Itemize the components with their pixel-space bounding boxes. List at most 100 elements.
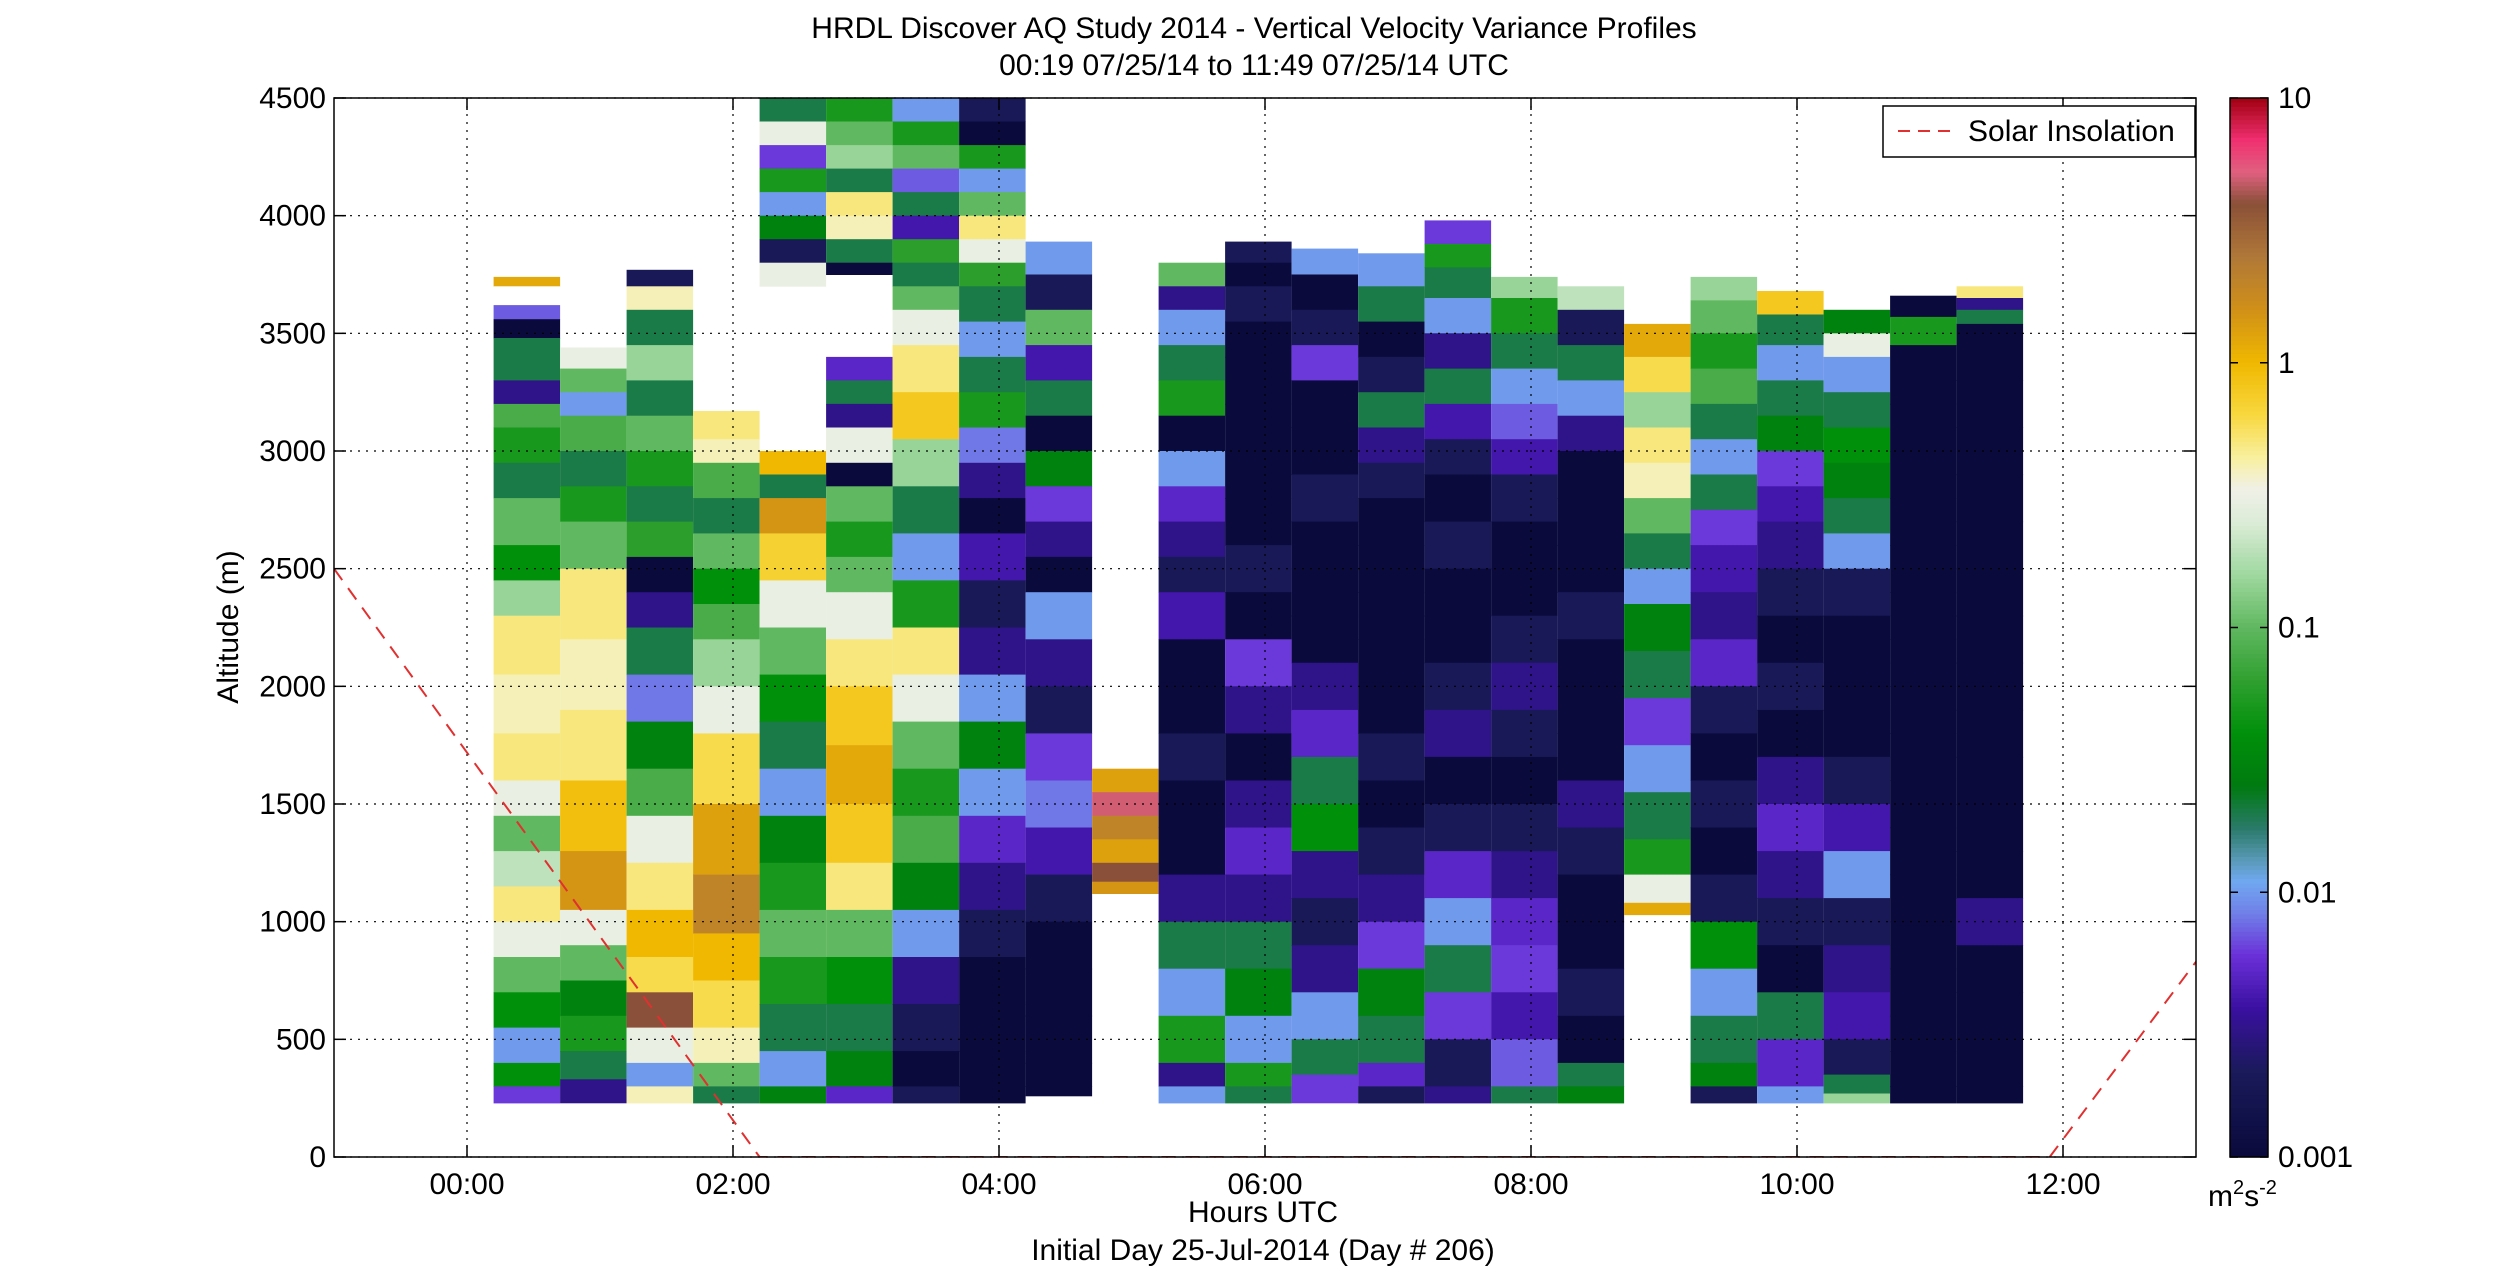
y-tick-label: 1500 [259, 788, 326, 821]
colorbar-segment [2230, 1051, 2268, 1057]
colorbar-segment [2230, 406, 2268, 412]
heatmap-cell [759, 627, 827, 676]
heatmap-cell [1491, 368, 1558, 405]
heatmap-cell [892, 239, 960, 264]
heatmap-cell [1025, 592, 1093, 640]
heatmap-cell [759, 580, 827, 628]
heatmap-cell [1358, 321, 1425, 358]
colorbar-segment [2230, 887, 2268, 893]
heatmap-cell [1956, 568, 2024, 617]
heatmap-cell [693, 639, 760, 687]
colorbar-segment [2230, 1059, 2268, 1065]
heatmap-cell [1424, 439, 1492, 475]
legend-label-solar-insolation: Solar Insolation [1968, 115, 2175, 148]
colorbar-segment [2230, 243, 2268, 249]
colorbar-segment [2230, 477, 2268, 483]
heatmap-cell [1823, 804, 1891, 852]
heatmap-cell [892, 1051, 960, 1087]
heatmap-cell [1025, 345, 1093, 381]
colorbar-segment [2230, 1073, 2268, 1079]
heatmap-cell [826, 1086, 893, 1104]
colorbar-segment [2230, 274, 2268, 280]
colorbar-segment [2230, 781, 2268, 787]
colorbar-segment [2230, 680, 2268, 686]
heatmap-cell [1690, 733, 1758, 781]
colorbar-segment [2230, 962, 2268, 968]
y-tick-label: 500 [276, 1023, 326, 1056]
colorbar-segment [2230, 971, 2268, 977]
colorbar-segment [2230, 340, 2268, 346]
heatmap-cell [1491, 615, 1558, 664]
heatmap-cell [1956, 521, 2024, 570]
colorbar-segment [2230, 1126, 2268, 1132]
heatmap-cell [1225, 874, 1292, 923]
heatmap-cell [1557, 451, 1625, 499]
heatmap-cell [1225, 262, 1292, 287]
colorbar-segment [2230, 495, 2268, 501]
heatmap-cell [560, 639, 627, 711]
colorbar-segment [2230, 790, 2268, 796]
colorbar-segment [2230, 424, 2268, 430]
colorbar-segment [2230, 292, 2268, 298]
colorbar-segment [2230, 314, 2268, 320]
colorbar-segment [2230, 870, 2268, 876]
heatmap-cell [1291, 345, 1359, 381]
colorbar-tick-label: 1 [2278, 347, 2295, 380]
colorbar-segment [2230, 168, 2268, 174]
colorbar-segment [2230, 1015, 2268, 1021]
heatmap-cell [959, 957, 1026, 1005]
colorbar-segment [2230, 534, 2268, 540]
heatmap-cell [1358, 427, 1425, 464]
heatmap-cell [1823, 1074, 1891, 1094]
colorbar-segment [2230, 715, 2268, 721]
colorbar-segment [2230, 901, 2268, 907]
colorbar-segment [2230, 1143, 2268, 1149]
colorbar-segment [2230, 128, 2268, 134]
heatmap-cell [493, 733, 561, 781]
heatmap-cell [826, 427, 893, 464]
colorbar-segment [2230, 548, 2268, 554]
heatmap-cell [1491, 992, 1558, 1040]
colorbar-segment [2230, 323, 2268, 329]
colorbar-segment [2230, 278, 2268, 284]
heatmap-cell [1225, 1086, 1292, 1104]
heatmap-cell [959, 215, 1026, 240]
heatmap-cell [626, 909, 694, 958]
heatmap-cell [826, 168, 893, 193]
heatmap-cell [1690, 686, 1758, 734]
heatmap-cell [759, 498, 827, 534]
heatmap-cell [826, 521, 893, 558]
heatmap-cell [1158, 592, 1226, 640]
heatmap-cell [493, 305, 561, 320]
heatmap-cell [1025, 733, 1093, 781]
colorbar-segment [2230, 1081, 2268, 1087]
heatmap-cell [1690, 921, 1758, 970]
colorbar-segment [2230, 927, 2268, 933]
heatmap-cell [493, 498, 561, 546]
heatmap-cell [560, 486, 627, 523]
colorbar-segment [2230, 437, 2268, 443]
heatmap-cell [1890, 874, 1957, 923]
heatmap-cell [1890, 921, 1957, 970]
heatmap-cell [959, 121, 1026, 146]
colorbar-segment [2230, 181, 2268, 187]
heatmap-cell [493, 886, 561, 923]
heatmap-cell [1424, 474, 1492, 523]
colorbar-segment [2230, 658, 2268, 664]
heatmap-cell [1158, 921, 1226, 970]
colorbar-segment [2230, 349, 2268, 355]
heatmap-cell [892, 862, 960, 911]
colorbar-segment [2230, 265, 2268, 271]
heatmap-cell [759, 451, 827, 475]
heatmap-cell [626, 415, 694, 452]
colorbar-segment [2230, 1134, 2268, 1140]
heatmap-cell [892, 815, 960, 864]
heatmap-cell [626, 486, 694, 523]
heatmap-cell [1624, 498, 1691, 534]
colorbar-segment [2230, 442, 2268, 448]
colorbar-segment [2230, 865, 2268, 871]
heatmap-cell [959, 674, 1026, 723]
heatmap-cell [959, 862, 1026, 911]
heatmap-cell [1158, 286, 1226, 311]
heatmap-cell [1491, 898, 1558, 946]
